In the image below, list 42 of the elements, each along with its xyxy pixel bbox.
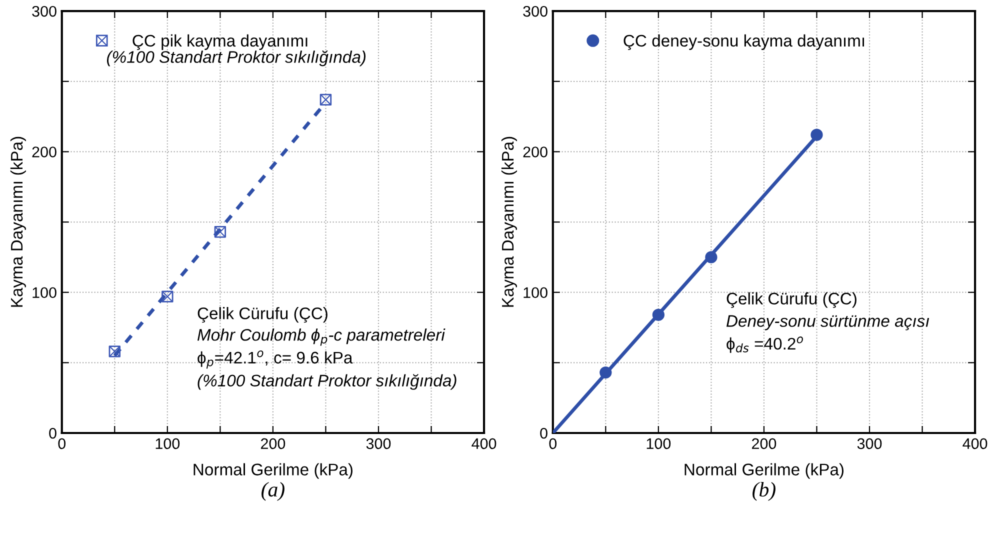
x-tick-label: 0 — [549, 438, 557, 450]
point — [600, 366, 612, 379]
y-tick-label: 300 — [32, 6, 56, 17]
x-tick-label: 100 — [156, 438, 180, 450]
annotation: ϕ$_{ds}$ =40.2$^{o}$ — [726, 336, 803, 353]
point — [214, 226, 226, 238]
annotation: (%100 Standart Proktor sıkılığında) — [106, 50, 366, 66]
x-tick-label: 200 — [752, 438, 776, 450]
x-tick-label: 400 — [472, 438, 496, 450]
point — [810, 128, 823, 141]
y-tick-label: 100 — [32, 287, 56, 298]
y-tick-label: 0 — [49, 428, 56, 439]
x-tick-label: 400 — [962, 438, 988, 450]
legend-label: ÇC pik kayma dayanımı — [132, 34, 308, 50]
x-axis-title: Normal Gerilme (kPa) — [684, 463, 844, 479]
y-tick-label: 200 — [32, 146, 56, 158]
x-tick-label: 0 — [58, 438, 66, 450]
y-tick-label: 100 — [524, 287, 548, 298]
y-tick-label: 200 — [523, 146, 548, 158]
x-tick-label: 100 — [646, 438, 671, 450]
annotation: Mohr Coulomb ϕ$_{p}$-c parametreleri — [197, 328, 446, 346]
point — [162, 290, 174, 302]
annotation: ϕ$_{p}$=42.1$^{o}$, c= 9.6 kPa — [198, 350, 353, 369]
point — [652, 308, 665, 321]
y-tick-label: 300 — [523, 6, 548, 17]
x-tick-label: 300 — [366, 438, 391, 450]
x-tick-label: 200 — [260, 438, 286, 450]
text: (b) — [752, 482, 776, 501]
legend-label: ÇC deney-sonu kayma dayanımı — [624, 34, 864, 50]
annotation: (%100 Standart Proktor sıkılığında) — [198, 374, 456, 390]
annotation: Çelik Cürufu (ÇC) — [726, 292, 856, 308]
text: (a) — [262, 482, 284, 501]
x-tick-label: 300 — [857, 438, 882, 450]
y-axis-title: Kayma Dayanımı (kPa) — [501, 136, 517, 307]
point — [108, 346, 120, 358]
x-axis-title: Normal Gerilme (kPa) — [194, 463, 352, 479]
point — [705, 251, 718, 264]
annotation: Deney-sonu sürtünme açısı — [726, 315, 930, 330]
annotation: Çelik Cürufu (ÇC) — [198, 307, 328, 323]
point — [320, 94, 332, 106]
y-axis-title: Kayma Dayanımı (kPa) — [10, 136, 26, 307]
y-tick-label: 0 — [540, 428, 548, 439]
